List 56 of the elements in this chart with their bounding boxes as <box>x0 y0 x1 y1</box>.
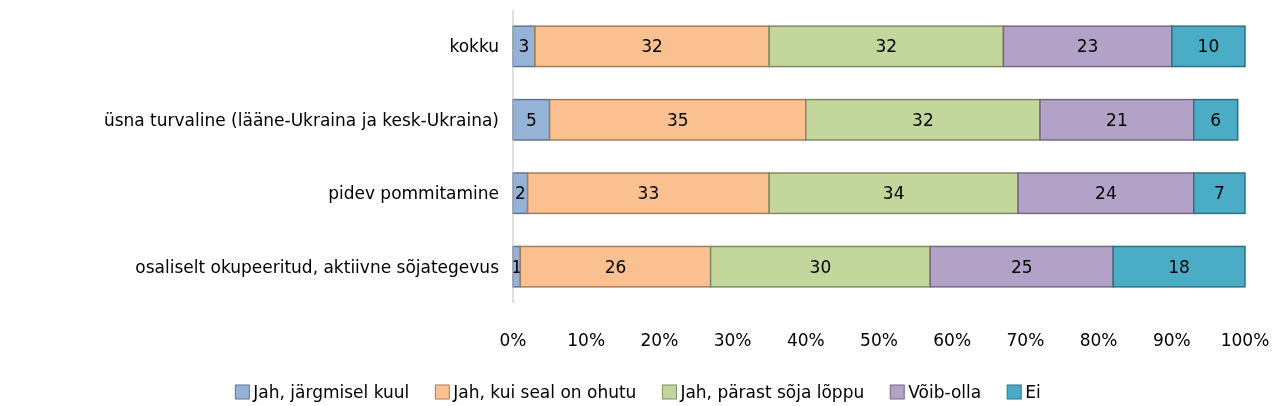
data-label: 34 <box>882 183 905 204</box>
x-tick-label: 60% <box>933 330 972 350</box>
data-label: 7 <box>1213 183 1225 204</box>
x-tick-label: 0% <box>499 330 527 350</box>
data-label: 24 <box>1095 183 1117 204</box>
data-label: 32 <box>912 109 934 130</box>
y-tick-label: pidev pommitamine <box>328 183 499 204</box>
legend-label: Võib-olla <box>908 381 982 402</box>
data-label: 26 <box>604 256 627 277</box>
bar <box>1039 98 1195 141</box>
bar <box>768 172 1019 215</box>
bar <box>548 98 807 141</box>
data-label: 35 <box>666 109 689 130</box>
data-label: 1 <box>511 256 523 277</box>
y-tick-label: kokku <box>449 36 499 57</box>
y-tick-label: üsna turvaline (lääne-Ukraina ja kesk-Ukraina) <box>103 109 499 130</box>
bar <box>519 245 712 288</box>
x-tick-label: 40% <box>786 330 825 350</box>
data-label: 23 <box>1076 36 1099 57</box>
x-tick-label: 10% <box>567 330 606 350</box>
bar <box>768 25 1005 68</box>
x-tick-label: 80% <box>1079 330 1118 350</box>
bar <box>1171 25 1246 68</box>
data-label: 21 <box>1106 109 1128 130</box>
bar <box>1193 172 1246 215</box>
y-tick-label: osaliselt okupeeritud, aktiivne sõjategevus <box>135 256 500 277</box>
x-tick-label: 70% <box>1006 330 1045 350</box>
bar <box>1193 98 1239 141</box>
data-label: 10 <box>1197 36 1220 57</box>
x-tick-label: 50% <box>860 330 898 350</box>
bar <box>1002 25 1173 68</box>
x-tick-label: 30% <box>713 330 752 350</box>
bar <box>929 245 1114 288</box>
x-tick-label: 90% <box>1152 330 1191 350</box>
bar <box>1017 172 1195 215</box>
legend-label: Jah, järgmisel kuul <box>252 381 410 402</box>
data-label: 2 <box>514 183 526 204</box>
data-label: 6 <box>1210 109 1222 130</box>
data-label: 25 <box>1010 256 1033 277</box>
legend-label: Ei <box>1025 381 1041 402</box>
legend-label: Jah, kui seal on ohutu <box>452 381 637 402</box>
data-label: 32 <box>641 36 663 57</box>
data-label: 30 <box>809 256 832 277</box>
legend-label: Jah, pärast sõja lõppu <box>679 381 865 402</box>
data-label: 3 <box>518 36 530 57</box>
bar <box>805 98 1041 141</box>
x-tick-label: 100% <box>1220 330 1270 350</box>
data-label: 18 <box>1168 256 1190 277</box>
data-label: 33 <box>637 183 660 204</box>
bar <box>526 172 770 215</box>
data-label: 5 <box>525 109 537 130</box>
bar <box>534 25 770 68</box>
x-tick-label: 20% <box>640 330 679 350</box>
data-label: 32 <box>875 36 898 57</box>
bar <box>709 245 931 288</box>
bar <box>1112 245 1246 288</box>
